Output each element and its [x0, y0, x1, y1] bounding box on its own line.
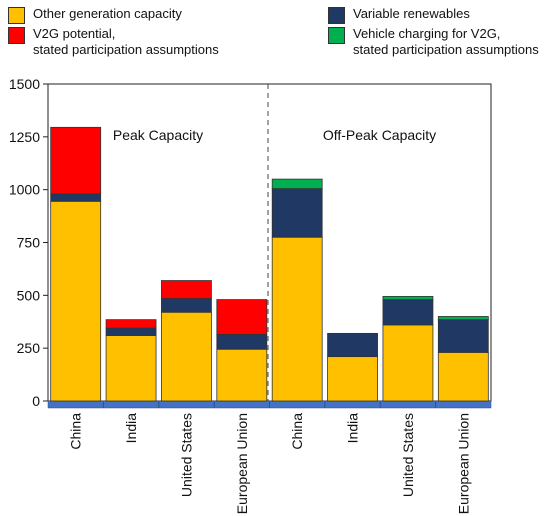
y-tick-label: 0 [32, 393, 40, 409]
x-category-label: China [68, 413, 84, 450]
legend-item-variable: Variable renewables [328, 6, 470, 24]
legend-label-v2g-line2: stated participation assumptions [33, 42, 219, 57]
bar-segment [161, 298, 212, 313]
bar-segment [161, 311, 212, 402]
chart-legend: Other generation capacity V2G potential,… [0, 0, 550, 70]
y-tick-label: 250 [17, 340, 41, 356]
legend-item-v2g: V2G potential, stated participation assu… [8, 26, 219, 58]
bar-segment [382, 324, 434, 402]
x-category-label: China [289, 413, 305, 450]
bar-segment [327, 356, 378, 402]
y-tick-label: 1250 [9, 129, 40, 145]
x-category-label: European Union [234, 413, 250, 514]
x-category-label: United States [400, 413, 416, 497]
bar-segment [161, 280, 212, 299]
bar-segment [271, 236, 323, 402]
legend-label-charging-line1: Vehicle charging for V2G, [353, 26, 501, 41]
legend-label-v2g: V2G potential, stated participation assu… [33, 26, 219, 58]
bar-segment [50, 193, 102, 202]
y-tick-label: 1500 [9, 76, 40, 92]
y-tick-label: 1000 [9, 182, 40, 198]
legend-label-variable: Variable renewables [353, 6, 470, 21]
panel-title: Off-Peak Capacity [323, 127, 436, 143]
bar-segment [105, 319, 157, 329]
bar-segment [50, 200, 102, 402]
x-category-label: India [345, 413, 361, 444]
y-tick-label: 500 [17, 287, 41, 303]
legend-swatch-variable [328, 7, 345, 24]
x-category-label: India [123, 413, 139, 444]
legend-item-other: Other generation capacity [8, 6, 182, 24]
legend-label-v2g-line1: V2G potential, [33, 26, 116, 41]
legend-swatch-v2g [8, 27, 25, 44]
bar-segment [216, 334, 268, 350]
bar-segment [382, 299, 434, 326]
bar-segment [216, 348, 268, 402]
bar-segment [216, 299, 268, 335]
legend-label-charging-line2: stated participation assumptions [353, 42, 539, 57]
legend-label-charging: Vehicle charging for V2G, stated partici… [353, 26, 539, 58]
legend-label-other: Other generation capacity [33, 6, 182, 21]
bar-segment [105, 327, 157, 336]
bar-segment [382, 295, 434, 300]
bar-segment [50, 126, 102, 195]
bar-segment [105, 335, 157, 402]
x-category-label: United States [178, 413, 194, 497]
x-category-label: European Union [455, 413, 471, 514]
bar-segment [437, 319, 489, 353]
y-tick-label: 750 [17, 235, 41, 251]
bar-segment [271, 188, 323, 238]
bar-segment [271, 178, 323, 190]
bar-segment [327, 332, 378, 358]
bar-segment [437, 316, 489, 321]
panel-title: Peak Capacity [113, 127, 203, 143]
legend-swatch-charging [328, 27, 345, 44]
bar-segment [437, 351, 489, 402]
legend-swatch-other [8, 7, 25, 24]
legend-item-charging: Vehicle charging for V2G, stated partici… [328, 26, 539, 58]
